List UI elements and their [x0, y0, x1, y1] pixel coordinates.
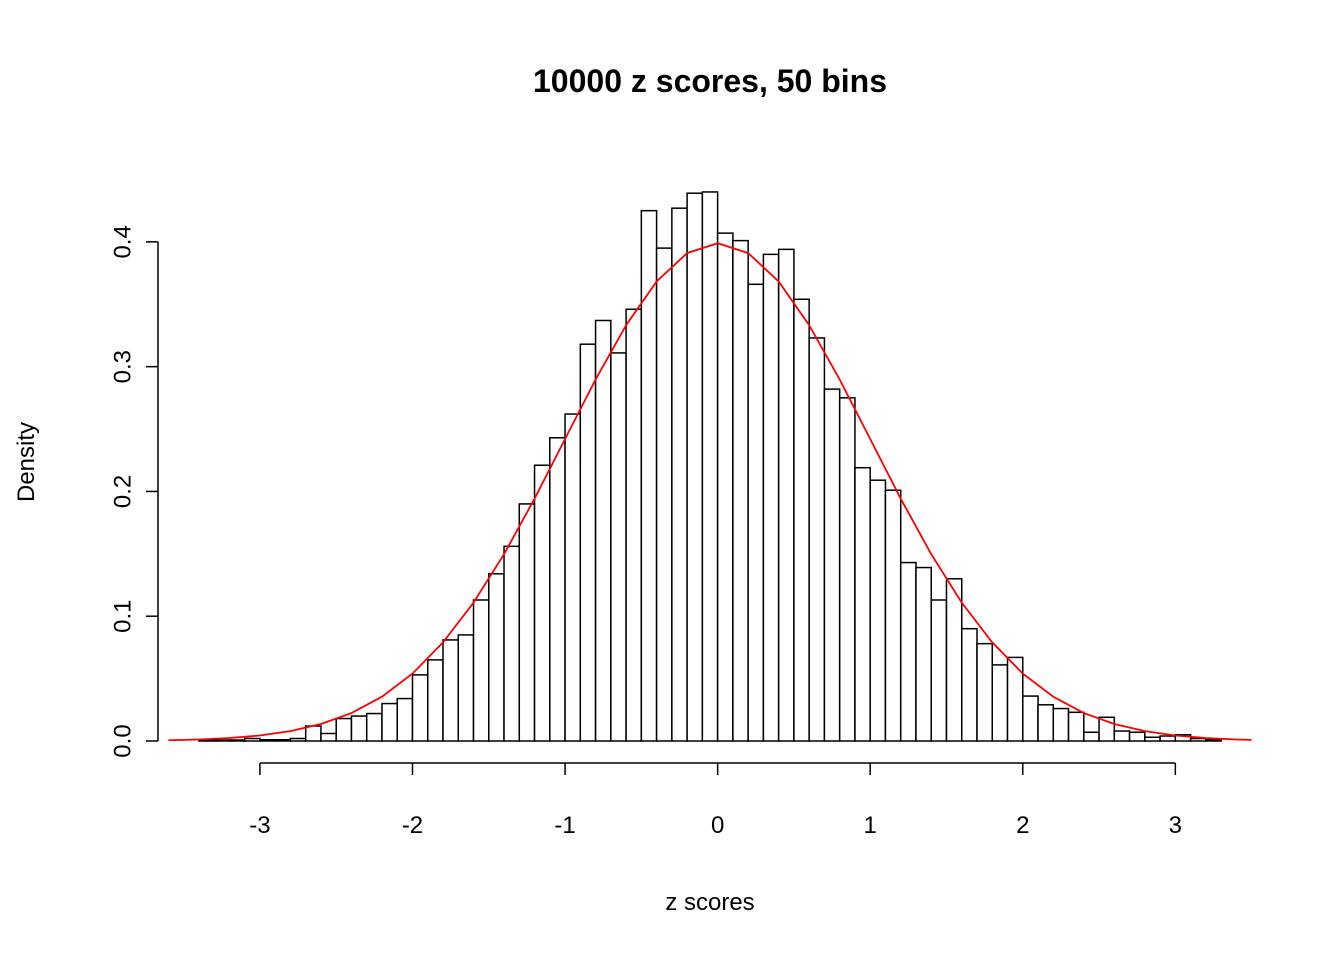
- bar: [732, 239, 749, 742]
- bar: [1128, 731, 1146, 742]
- bar: [991, 664, 1009, 742]
- bar: [228, 739, 246, 742]
- bar: [213, 739, 231, 742]
- y-tick-label: 0.3: [109, 350, 136, 383]
- bar: [365, 712, 383, 742]
- bar: [808, 337, 826, 742]
- bar: [762, 253, 780, 742]
- bar: [426, 659, 444, 742]
- bar: [610, 352, 627, 742]
- bar: [838, 397, 856, 742]
- bar: [640, 209, 658, 742]
- bar: [1205, 739, 1222, 742]
- bar: [442, 639, 460, 742]
- density-curve: [168, 242, 1252, 742]
- bar: [869, 479, 887, 742]
- bar: [1037, 704, 1055, 742]
- bar: [304, 725, 322, 742]
- bar: [1083, 731, 1100, 742]
- bar: [793, 298, 810, 742]
- bar: [274, 739, 292, 742]
- bar: [823, 388, 841, 742]
- bar: [411, 674, 429, 742]
- bar: [335, 717, 353, 742]
- x-tick-label: 3: [1169, 812, 1182, 839]
- x-tick-label: -3: [249, 812, 270, 839]
- bar: [777, 248, 795, 742]
- bar: [1189, 737, 1207, 742]
- y-axis-label: Density: [13, 422, 40, 502]
- bar: [243, 737, 261, 742]
- bar: [396, 697, 414, 742]
- bar: [457, 634, 475, 742]
- bar: [503, 545, 521, 742]
- bar: [1144, 736, 1161, 742]
- y-tick-label: 0.4: [109, 225, 136, 258]
- bar: [1159, 735, 1177, 742]
- bar: [976, 642, 994, 742]
- bar: [716, 232, 734, 742]
- bar: [549, 437, 566, 742]
- bar: [671, 207, 688, 742]
- x-tick-label: 0: [711, 812, 724, 839]
- bar: [701, 191, 719, 742]
- bar: [320, 732, 337, 742]
- x-tick-label: -1: [554, 812, 575, 839]
- bar: [930, 599, 948, 742]
- bar: [518, 503, 536, 742]
- bar: [472, 599, 490, 742]
- bar: [594, 319, 612, 742]
- chart-title: 10000 z scores, 50 bins: [533, 63, 887, 99]
- bar: [899, 561, 917, 742]
- bar: [625, 308, 643, 742]
- bar: [1052, 707, 1070, 742]
- bar: [381, 702, 398, 742]
- bar: [488, 573, 505, 742]
- bar: [1067, 711, 1085, 742]
- bar: [350, 715, 368, 742]
- x-tick-label: -2: [402, 812, 423, 839]
- bar: [259, 739, 276, 742]
- bar: [1113, 730, 1131, 742]
- bar: [686, 192, 704, 742]
- bar: [884, 489, 902, 742]
- bar: [289, 737, 307, 742]
- bar: [854, 466, 871, 742]
- bar: [945, 578, 963, 742]
- bar: [747, 283, 765, 742]
- bar: [655, 247, 673, 742]
- bar: [1022, 695, 1039, 742]
- y-tick-label: 0.2: [109, 475, 136, 508]
- x-tick-label: 2: [1016, 812, 1029, 839]
- y-tick-label: 0.1: [109, 600, 136, 633]
- bar: [1006, 656, 1024, 742]
- bar: [960, 627, 978, 742]
- y-tick-label: 0.0: [109, 724, 136, 757]
- bar: [564, 413, 582, 742]
- bar: [915, 566, 932, 742]
- x-axis-label: z scores: [665, 889, 754, 916]
- x-tick-label: 1: [864, 812, 877, 839]
- bar: [533, 464, 551, 742]
